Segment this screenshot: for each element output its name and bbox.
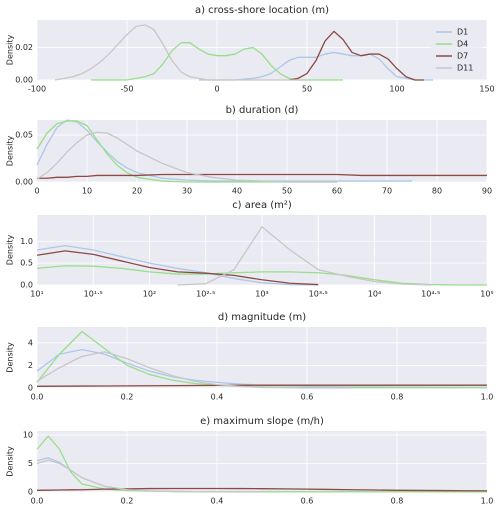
panel: d) magnitude (m) Density 0.0 0.2 0.4 0.6 0.8 1.… bbox=[6, 312, 494, 402]
x-tick-label: -100 bbox=[28, 85, 46, 94]
x-tick-label: 0.8 bbox=[391, 497, 404, 506]
y-tick-label: 4 bbox=[28, 338, 33, 347]
x-tick-label: 10³ bbox=[255, 290, 268, 299]
density-line bbox=[36, 244, 319, 286]
x-tick-label: 0.8 bbox=[391, 393, 404, 402]
density-line bbox=[288, 30, 424, 81]
density-line bbox=[36, 487, 488, 492]
density-line bbox=[36, 351, 352, 389]
density-line bbox=[36, 459, 263, 493]
legend-label: D1 bbox=[457, 28, 468, 37]
panel: c) area (m²) Density 10¹ 10¹·⁵ 10² 10²·⁵ 10³ 10… bbox=[6, 200, 494, 299]
y-tick-label: 5 bbox=[28, 459, 33, 468]
panel-title: b) duration (d) bbox=[226, 105, 299, 116]
x-tick-label: -50 bbox=[120, 85, 133, 94]
x-tick-label: 10⁵ bbox=[480, 290, 493, 299]
x-tick-label: 0 bbox=[214, 85, 219, 94]
x-tick-label: 10 bbox=[82, 187, 92, 196]
y-axis-label: Density bbox=[6, 136, 15, 167]
y-tick-label: 10 bbox=[23, 430, 33, 439]
x-tick-label: 40 bbox=[232, 187, 242, 196]
legend-box bbox=[431, 23, 483, 77]
x-tick-label: 50 bbox=[302, 85, 312, 94]
x-tick-label: 80 bbox=[432, 187, 442, 196]
x-tick-label: 60 bbox=[332, 187, 342, 196]
plot-area bbox=[37, 431, 487, 492]
legend-label: D11 bbox=[457, 64, 473, 73]
x-tick-label: 10²·⁵ bbox=[196, 290, 215, 299]
x-tick-label: 0.4 bbox=[211, 497, 224, 506]
legend-label: D7 bbox=[457, 52, 468, 61]
panel: e) maximum slope (m/h) Density 0.0 0.2 0.4 0.… bbox=[6, 416, 494, 506]
y-axis-label: Density bbox=[6, 35, 15, 66]
x-tick-label: 1.0 bbox=[481, 393, 494, 402]
x-tick-label: 10³·⁵ bbox=[309, 290, 328, 299]
x-tick-label: 0.0 bbox=[31, 393, 44, 402]
x-tick-label: 70 bbox=[382, 187, 392, 196]
density-line bbox=[36, 265, 487, 286]
x-tick-label: 10² bbox=[143, 290, 156, 299]
x-tick-label: 0.2 bbox=[121, 497, 134, 506]
density-line bbox=[36, 120, 337, 183]
y-tick-label: 1.0 bbox=[20, 237, 33, 246]
y-tick-label: 0.5 bbox=[20, 259, 33, 268]
y-tick-label: 2 bbox=[28, 361, 33, 370]
y-tick-label: 0 bbox=[28, 488, 33, 497]
y-tick-label: 0.0 bbox=[20, 281, 33, 290]
x-tick-label: 1.0 bbox=[481, 497, 494, 506]
x-tick-label: 100 bbox=[389, 85, 404, 94]
density-line bbox=[36, 131, 337, 183]
x-tick-label: 90 bbox=[482, 187, 492, 196]
density-line bbox=[36, 384, 487, 387]
x-tick-label: 0.4 bbox=[211, 393, 224, 402]
panel-title: a) cross-shore location (m) bbox=[195, 5, 329, 16]
x-tick-label: 10¹·⁵ bbox=[84, 290, 103, 299]
y-axis-label: Density bbox=[6, 446, 15, 477]
x-tick-label: 0.0 bbox=[31, 497, 44, 506]
panel: a) cross-shore location (m) Density -100 -5… bbox=[6, 5, 495, 94]
x-tick-label: 150 bbox=[479, 85, 494, 94]
panel-title: d) magnitude (m) bbox=[218, 312, 306, 323]
y-tick-label: 0.02 bbox=[15, 43, 33, 52]
x-tick-label: 50 bbox=[282, 187, 292, 196]
panel-title: c) area (m²) bbox=[232, 200, 292, 211]
panel: b) duration (d) Density 0 10 20 30 40 50 60 70 80 9… bbox=[6, 105, 493, 196]
x-tick-label: 0.6 bbox=[301, 393, 314, 402]
x-tick-label: 0 bbox=[34, 187, 39, 196]
y-axis-label: Density bbox=[6, 342, 15, 373]
y-tick-label: 0.00 bbox=[15, 178, 33, 187]
x-tick-label: 30 bbox=[182, 187, 192, 196]
plot-area bbox=[37, 20, 487, 80]
plot-area bbox=[37, 120, 487, 182]
x-tick-label: 0.6 bbox=[301, 497, 314, 506]
density-line bbox=[177, 226, 431, 286]
x-tick-label: 10⁴ bbox=[368, 290, 381, 299]
y-tick-label: 0.05 bbox=[15, 131, 33, 140]
density-line bbox=[54, 24, 307, 81]
x-tick-label: 10⁴·⁵ bbox=[421, 290, 440, 299]
legend-label: D4 bbox=[457, 40, 468, 49]
density-line bbox=[37, 173, 487, 179]
density-line bbox=[36, 250, 319, 286]
y-axis-label: Density bbox=[6, 235, 15, 266]
panel-title: e) maximum slope (m/h) bbox=[200, 416, 324, 427]
x-tick-label: 10¹ bbox=[30, 290, 43, 299]
plot-area bbox=[37, 327, 487, 388]
legend: D1 D4 D7 D11 bbox=[431, 23, 483, 77]
y-tick-label: 0 bbox=[28, 384, 33, 393]
x-tick-label: 0.2 bbox=[121, 393, 134, 402]
y-tick-label: 0.00 bbox=[15, 76, 33, 85]
x-tick-label: 20 bbox=[132, 187, 142, 196]
